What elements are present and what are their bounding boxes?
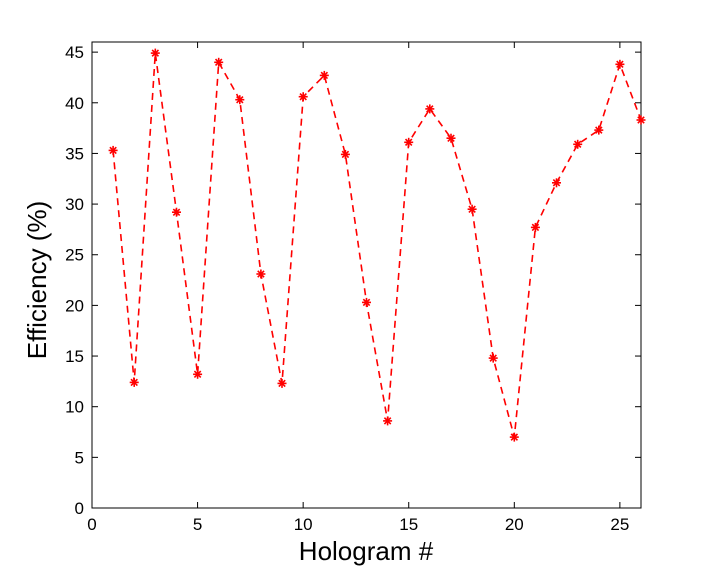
data-point-marker <box>277 378 287 388</box>
x-axis-title: Hologram # <box>299 536 434 566</box>
x-tick-label: 5 <box>193 515 202 534</box>
data-point-marker <box>488 353 498 363</box>
data-point-marker <box>404 137 414 147</box>
y-tick-label: 10 <box>65 398 84 417</box>
data-point-marker <box>362 297 371 307</box>
y-tick-label: 0 <box>75 499 84 518</box>
data-point-marker <box>235 95 245 105</box>
series-line <box>112 52 642 438</box>
y-tick-label: 40 <box>65 94 84 113</box>
data-point-marker <box>319 70 329 80</box>
y-tick-label: 35 <box>65 144 84 163</box>
data-point-marker <box>446 133 456 143</box>
data-point-marker <box>573 139 583 149</box>
y-tick-label: 5 <box>75 448 84 467</box>
data-point-marker <box>383 416 393 426</box>
plot-area <box>108 48 646 442</box>
data-point-marker <box>193 369 203 379</box>
data-point-marker <box>256 269 266 279</box>
data-point-marker <box>172 207 181 217</box>
y-tick-label: 15 <box>65 347 84 366</box>
y-axis-title: Efficiency (%) <box>22 201 52 359</box>
data-point-marker <box>425 104 435 114</box>
data-point-marker <box>108 145 118 155</box>
data-point-marker <box>129 377 139 387</box>
data-point-marker <box>467 204 477 214</box>
data-point-marker <box>530 222 540 232</box>
data-point-marker <box>509 432 519 442</box>
x-tick-label: 10 <box>294 515 313 534</box>
y-tick-label: 25 <box>65 246 84 265</box>
y-tick-label: 30 <box>65 195 84 214</box>
plot-frame <box>91 41 642 509</box>
y-tick-label: 45 <box>65 43 84 62</box>
y-tick-label: 20 <box>65 296 84 315</box>
data-point-marker <box>298 92 308 102</box>
x-tick-label: 15 <box>399 515 418 534</box>
data-point-marker <box>636 115 646 125</box>
data-point-marker <box>214 57 224 67</box>
data-point-marker <box>594 125 604 135</box>
x-tick-label: 25 <box>610 515 629 534</box>
data-point-marker <box>150 48 160 58</box>
data-point-marker <box>615 59 625 69</box>
x-tick-label: 0 <box>87 515 96 534</box>
data-point-marker <box>340 149 350 159</box>
axes: 0 5 10 15 20 25 0 5 10 15 20 25 30 35 40 45 <box>65 41 642 534</box>
data-point-marker <box>552 178 561 188</box>
x-tick-label: 20 <box>505 515 524 534</box>
